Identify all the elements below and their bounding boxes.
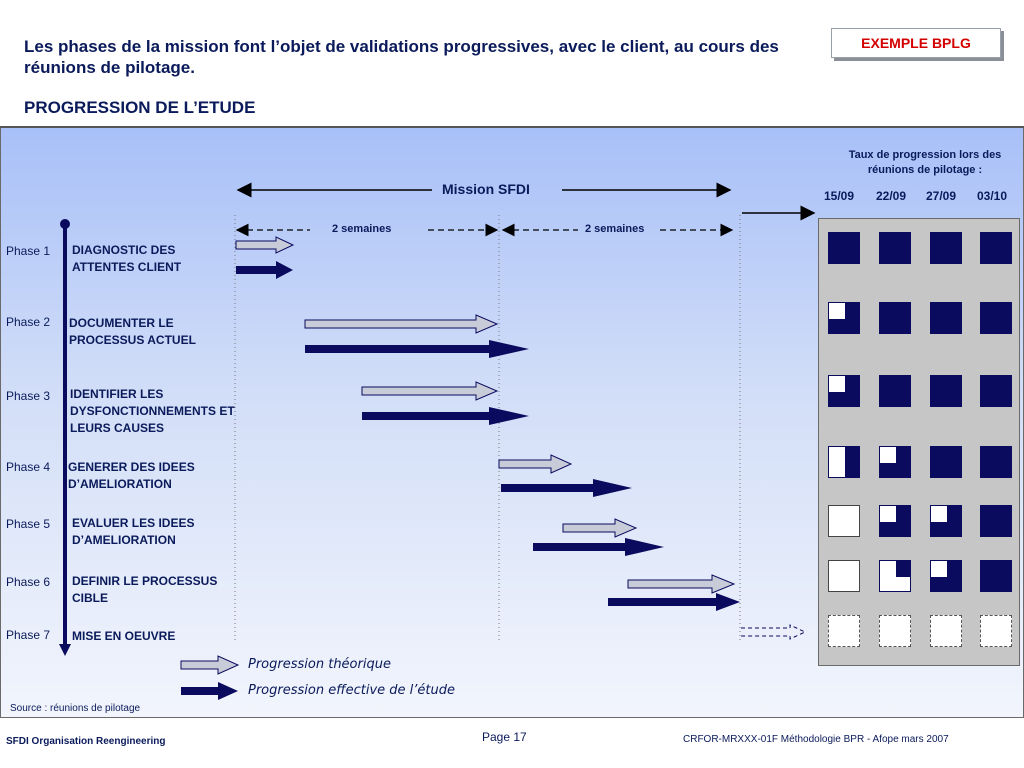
source-note: Source : réunions de pilotage (10, 703, 141, 714)
legend-actual-label: Progression effective de l’étude (248, 683, 455, 698)
section-title: PROGRESSION DE L’ETUDE (24, 98, 256, 117)
progress-cell-4-1 (828, 446, 860, 478)
footer-right: CRFOR-MRXXX-01F Méthodologie BPR - Afope… (683, 734, 949, 745)
page-number: Page 17 (482, 730, 527, 744)
slide-title: Les phases de la mission font l’objet de… (24, 37, 779, 77)
phase2-text: DOCUMENTER LE PROCESSUS ACTUEL (69, 316, 196, 347)
timeline-end-arrow (59, 644, 71, 656)
phase2-actual-arrow (305, 340, 529, 358)
phase3-theoretical-arrow (361, 381, 499, 401)
progress-cell-5-3 (930, 505, 962, 537)
progress-cell-7-4 (980, 615, 1012, 647)
phase3-label: Phase 3 (6, 389, 51, 403)
phase3-text: IDENTIFIER LES DYSFONCTIONNEMENTS ET LEU… (70, 387, 235, 435)
week1-label: 2 semaines (332, 223, 392, 235)
progress-cell-1-4 (980, 232, 1012, 264)
progress-cell-1-1 (828, 232, 860, 264)
phase6-actual-arrow (608, 593, 740, 611)
legend-theoretical-arrow (180, 655, 240, 675)
phase1-actual-arrow (236, 261, 293, 279)
progress-cell-6-3 (930, 560, 962, 592)
progress-cell-7-1 (828, 615, 860, 647)
progress-cell-7-3 (930, 615, 962, 647)
phase7-text: MISE EN OEUVRE (72, 629, 176, 643)
phase3-actual-arrow (362, 407, 529, 425)
progress-cell-1-2 (879, 232, 911, 264)
panel-top-border (0, 126, 1024, 128)
phase6-theoretical-arrow (627, 574, 736, 594)
progress-cell-4-2 (879, 446, 911, 478)
phase7-label: Phase 7 (6, 628, 51, 642)
progress-cell-3-1 (828, 375, 860, 407)
example-badge: EXEMPLE BPLG (831, 28, 1001, 58)
footer-left: SFDI Organisation Reengineering (6, 736, 166, 747)
date-4: 03/10 (977, 189, 1008, 203)
phase5-theoretical-arrow (562, 518, 638, 538)
phase6-label: Phase 6 (6, 575, 51, 589)
progress-cell-6-2 (879, 560, 911, 592)
phase1-text: DIAGNOSTIC DES ATTENTES CLIENT (72, 243, 182, 274)
date-2: 22/09 (876, 189, 907, 203)
progress-cell-2-2 (879, 302, 911, 334)
phase5-label: Phase 5 (6, 517, 51, 531)
phase6-text: DEFINIR LE PROCESSUS CIBLE (72, 574, 218, 605)
progress-cell-5-1 (828, 505, 860, 537)
progress-cell-5-2 (879, 505, 911, 537)
progress-cell-7-2 (879, 615, 911, 647)
phase4-text: GENERER DES IDEES D’AMELIORATION (68, 460, 195, 491)
phase2-label: Phase 2 (6, 315, 51, 329)
progress-cell-3-2 (879, 375, 911, 407)
phase7-theoretical-arrow (741, 624, 807, 640)
progress-cell-1-3 (930, 232, 962, 264)
progress-cell-4-4 (980, 446, 1012, 478)
mission-label: Mission SFDI (442, 181, 530, 197)
date-1: 15/09 (824, 189, 855, 203)
phase5-actual-arrow (533, 538, 664, 556)
date-3: 27/09 (926, 189, 957, 203)
progress-cell-5-4 (980, 505, 1012, 537)
legend-actual-arrow (181, 682, 238, 700)
phase2-theoretical-arrow (304, 314, 499, 334)
progress-cell-6-4 (980, 560, 1012, 592)
phase1-theoretical-arrow (235, 236, 295, 254)
progress-cell-3-4 (980, 375, 1012, 407)
phase4-actual-arrow (501, 479, 632, 497)
progress-cell-2-4 (980, 302, 1012, 334)
progress-rate-title: Taux de progression lors des réunions de… (848, 149, 1002, 176)
phase4-theoretical-arrow (498, 454, 573, 474)
week2-label: 2 semaines (585, 223, 645, 235)
progress-grid (818, 218, 1020, 666)
progress-cell-6-1 (828, 560, 860, 592)
progress-cell-2-1 (828, 302, 860, 334)
phase4-label: Phase 4 (6, 460, 51, 474)
progress-cell-4-3 (930, 446, 962, 478)
progress-cell-2-3 (930, 302, 962, 334)
legend-theoretical-label: Progression théorique (248, 657, 391, 672)
phase1-label: Phase 1 (6, 244, 51, 258)
progress-cell-3-3 (930, 375, 962, 407)
phase5-text: EVALUER LES IDEES D’AMELIORATION (72, 516, 195, 547)
